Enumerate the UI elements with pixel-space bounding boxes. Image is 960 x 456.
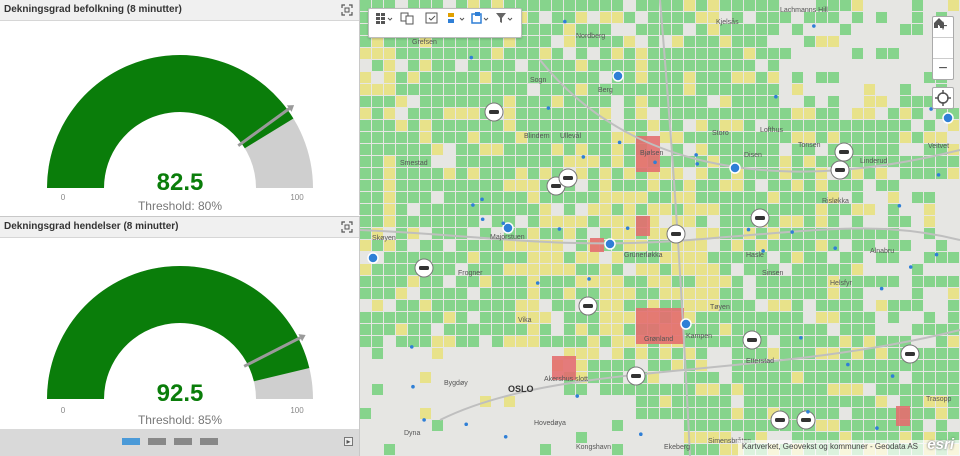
place-label: Skøyen xyxy=(372,235,396,242)
gauge-value-arc xyxy=(47,265,310,399)
zoom-control: + − xyxy=(932,16,954,80)
place-label: Nordberg xyxy=(576,33,606,40)
place-label: Bygdøy xyxy=(444,380,468,387)
locate-icon xyxy=(935,90,951,106)
gauge-chart: 82.5 Threshold: 80% 0 100 xyxy=(47,55,313,213)
threshold-marker-tip xyxy=(286,105,295,112)
page-indicator-3[interactable] xyxy=(174,438,192,445)
place-label: Risløkka xyxy=(822,198,849,205)
expand-panel-button[interactable]: ▸ xyxy=(344,437,353,446)
panel-header: Dekningsgrad hendelser (8 minutter) xyxy=(0,217,359,238)
gauge-value-arc xyxy=(47,55,294,189)
gauge-value: 92.5 xyxy=(157,380,204,407)
filter-icon[interactable] xyxy=(493,9,515,27)
place-label: Tøyen xyxy=(710,304,730,311)
basemap-gallery-icon[interactable] xyxy=(373,9,395,27)
place-label: Disen xyxy=(744,152,762,159)
place-label: Smestad xyxy=(400,160,428,167)
threshold-marker-tip xyxy=(298,334,306,342)
vehicle-marker[interactable] xyxy=(484,102,504,122)
place-label: Grefsen xyxy=(412,39,437,46)
vehicle-marker[interactable] xyxy=(578,296,598,316)
vehicle-marker[interactable] xyxy=(830,160,850,180)
place-label: Alnabru xyxy=(870,248,895,255)
threshold-marker xyxy=(243,336,301,368)
home-button[interactable] xyxy=(933,18,953,59)
place-label: Storo xyxy=(712,130,729,137)
gauge-value: 82.5 xyxy=(157,169,204,196)
vehicle-marker[interactable] xyxy=(796,410,816,430)
gauge-chart: 92.5 Threshold: 85% 0 100 xyxy=(47,265,313,427)
place-label: Blindern xyxy=(524,133,550,140)
map-attribution: Kartverket, Geovekst og kommuner - Geoda… xyxy=(737,440,960,456)
place-label: Lachmanns Hill xyxy=(780,7,828,14)
vehicle-marker[interactable] xyxy=(414,258,434,278)
place-label: Dyna xyxy=(404,430,421,437)
place-label: Kampen xyxy=(686,333,713,340)
gauge-max: 100 xyxy=(290,193,304,202)
page-indicator-4[interactable] xyxy=(200,438,218,445)
esri-logo: esri xyxy=(927,436,954,453)
place-label: Frogner xyxy=(458,270,483,277)
gauge-min: 0 xyxy=(61,406,66,415)
vehicle-marker[interactable] xyxy=(666,224,686,244)
panel-title: Dekningsgrad hendelser (8 minutter) xyxy=(4,221,179,232)
place-label: Berg xyxy=(598,87,613,94)
place-label: Grønland xyxy=(644,336,674,343)
place-label: Lofthus xyxy=(760,127,783,134)
place-label: Ekeberg xyxy=(664,444,691,451)
place-label: Helsfyr xyxy=(830,280,852,287)
place-label: Sogn xyxy=(530,77,547,84)
place-label: Kjelsås xyxy=(716,19,739,26)
vehicle-marker[interactable] xyxy=(626,366,646,386)
place-label: Ullevål xyxy=(560,133,582,140)
bookmarks-icon[interactable] xyxy=(397,9,419,27)
threshold-label: Threshold: 85% xyxy=(138,413,222,427)
place-label: Hasle xyxy=(746,252,764,259)
map-toolbar xyxy=(368,8,522,38)
place-label: Sinsen xyxy=(762,270,784,277)
panel-header: Dekningsgrad befolkning (8 minutter) xyxy=(0,0,359,21)
legend-icon[interactable] xyxy=(445,9,467,27)
gauge-min: 0 xyxy=(61,193,66,202)
coverage-grid-layer xyxy=(360,0,960,456)
page-selector-bar: ▸ xyxy=(0,429,360,456)
map-view[interactable]: HaugerudKjelsåsNordbergLachmanns HillGre… xyxy=(360,0,960,456)
place-label: Hovedøya xyxy=(534,420,566,427)
place-label: OSLO xyxy=(508,384,534,394)
zoom-out-button[interactable]: − xyxy=(938,60,948,77)
place-label: Simensbråten xyxy=(708,438,752,445)
place-label: Etterstad xyxy=(746,358,775,365)
place-label: Kongshavn xyxy=(576,444,612,451)
gauge-panel-incidents: Dekningsgrad hendelser (8 minutter) 92.5… xyxy=(0,216,360,429)
place-label: Majorstuen xyxy=(490,234,525,241)
page-indicator-1[interactable] xyxy=(122,438,140,445)
page-indicator-2[interactable] xyxy=(148,438,166,445)
place-label: Veitvet xyxy=(928,143,950,150)
fullscreen-icon[interactable] xyxy=(341,221,353,233)
place-label: Vika xyxy=(518,317,532,324)
vehicle-marker[interactable] xyxy=(770,410,790,430)
place-label: Trasopp xyxy=(926,396,952,403)
home-icon xyxy=(934,18,944,28)
place-label: Akershus slott xyxy=(544,376,588,383)
map-tools-icon[interactable] xyxy=(469,9,491,27)
panel-title: Dekningsgrad befolkning (8 minutter) xyxy=(4,4,182,15)
place-label: Linderud xyxy=(860,158,888,165)
layers-icon[interactable] xyxy=(421,9,443,27)
vehicle-marker[interactable] xyxy=(900,344,920,364)
gauge-panel-population: Dekningsgrad befolkning (8 minutter) 82.… xyxy=(0,0,360,215)
vehicle-marker[interactable] xyxy=(558,168,578,188)
locate-button[interactable] xyxy=(932,87,954,109)
place-label: Tonsen xyxy=(798,142,821,149)
vehicle-marker[interactable] xyxy=(750,208,770,228)
vehicle-marker[interactable] xyxy=(834,142,854,162)
place-label: Grünerløkka xyxy=(624,252,663,259)
fullscreen-icon[interactable] xyxy=(341,4,353,16)
gauge-max: 100 xyxy=(290,406,304,415)
vehicle-marker[interactable] xyxy=(742,330,762,350)
threshold-label: Threshold: 80% xyxy=(138,199,222,213)
place-label: Bjølsen xyxy=(640,150,664,157)
threshold-marker xyxy=(237,107,291,147)
